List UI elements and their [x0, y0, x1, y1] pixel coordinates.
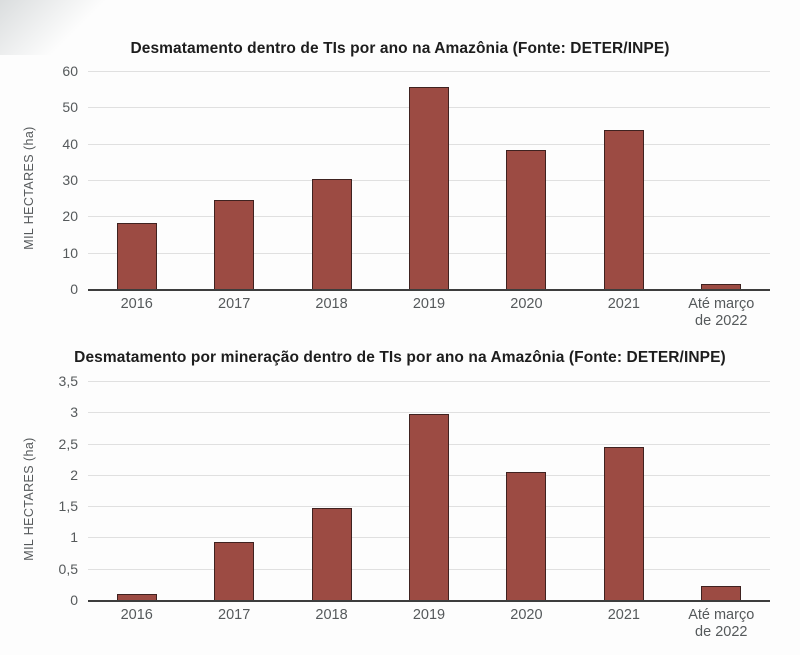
chart-title: Desmatamento dentro de TIs por ano na Am…	[130, 40, 670, 57]
y-tick-label: 40	[62, 135, 78, 152]
y-tick-label: 0	[70, 592, 78, 608]
x-axis-label: Até março de 2022	[688, 607, 755, 641]
x-axis-label: 2017	[218, 296, 251, 312]
bar-slot	[380, 71, 477, 289]
y-tick-label: 50	[62, 99, 78, 116]
chart-deforestation-mining-tis: Desmatamento por mineração dentro de TIs…	[0, 349, 800, 643]
plot-column: 60 50 40 30 20 10 0 2016 2017 2018 2019 2020 2021 At…	[40, 63, 770, 332]
chart-deforestation-tis: Desmatamento dentro de TIs por ano na Am…	[0, 40, 800, 332]
bar-slot	[185, 71, 282, 289]
bar-slot	[673, 381, 770, 600]
gridline	[88, 381, 770, 382]
y-axis-label: MIL HECTARES (ha)	[22, 126, 36, 251]
x-axis: 2016 2017 2018 2019 2020 2021 Até março de 202…	[88, 296, 770, 332]
x-axis-label: 2018	[315, 607, 348, 623]
plot-column: 3,5 3 2,5 2 1,5 1 0,5 0 2016 2017 2018 2019 2020 202…	[40, 373, 770, 643]
x-axis-label: 2016	[120, 607, 153, 623]
y-tick-label: 0,5	[58, 560, 78, 577]
bar	[116, 594, 157, 600]
y-tick-label: 30	[62, 172, 78, 188]
y-tick-label: 60	[62, 63, 78, 79]
bar-slot	[380, 381, 477, 600]
x-axis-label: 2020	[510, 296, 543, 312]
y-tick-label: 10	[62, 244, 78, 261]
y-tick-label: 0	[70, 281, 78, 297]
bar	[701, 283, 742, 289]
bar	[506, 472, 547, 600]
x-axis-label: 2018	[315, 296, 348, 312]
bar	[701, 586, 742, 600]
y-tick-label: 3,5	[58, 373, 78, 389]
plot-area: 3,5 3 2,5 2 1,5 1 0,5 0	[59, 373, 770, 608]
y-tick-label: 20	[62, 208, 78, 225]
gridline	[88, 412, 770, 414]
y-tick-label: 3	[70, 404, 78, 421]
y-tick-label: 1	[70, 529, 78, 546]
y-axis-label-column: MIL HECTARES (ha)	[18, 381, 40, 643]
bar-slot	[673, 71, 770, 289]
bar-slot	[478, 71, 575, 289]
chart-body: MIL HECTARES (ha) 60 50 40 30 20 10 0 2016 2017…	[0, 63, 800, 332]
bar-slot	[88, 71, 185, 289]
bar	[408, 87, 449, 289]
x-axis-label: 2019	[412, 296, 446, 312]
y-tick-label: 1,5	[58, 498, 78, 515]
x-axis-label: 2016	[120, 296, 153, 312]
bar	[603, 446, 644, 600]
bar-slot	[283, 71, 380, 289]
chart-title: Desmatamento por mineração dentro de TIs…	[74, 349, 726, 366]
x-axis: 2016 2017 2018 2019 2020 2021 Até março de 202…	[88, 607, 770, 643]
bars-layer	[88, 381, 770, 600]
bar-slot	[575, 71, 672, 289]
bar-slot	[575, 381, 672, 600]
x-axis-label: 2019	[412, 607, 446, 623]
gridline	[88, 71, 770, 72]
chart-body: MIL HECTARES (ha) 3,5 3 2,5 2 1,5 1 0,5 0 2016 2…	[0, 373, 800, 643]
bar	[116, 222, 157, 289]
bar	[603, 129, 644, 289]
bar-slot	[88, 381, 185, 600]
bar-slot	[283, 381, 380, 600]
bar	[311, 508, 352, 600]
x-axis-label: 2021	[607, 296, 640, 312]
bar	[214, 542, 255, 600]
x-axis-label: 2020	[510, 607, 543, 623]
y-tick-label: 2,5	[58, 435, 78, 452]
bar	[311, 178, 352, 289]
y-tick-label: 2	[70, 466, 78, 483]
bar	[408, 414, 449, 600]
y-axis-label: MIL HECTARES (ha)	[22, 437, 36, 561]
y-axis-label-column: MIL HECTARES (ha)	[18, 71, 40, 332]
plot-area: 60 50 40 30 20 10 0	[62, 63, 770, 297]
bar-slot	[478, 381, 575, 600]
x-axis-label: Até março de 2022	[688, 296, 755, 330]
bar	[506, 149, 547, 289]
x-axis-label: 2017	[218, 607, 251, 623]
bar	[214, 199, 255, 289]
bar-slot	[185, 381, 282, 600]
bars-layer	[88, 71, 770, 289]
x-axis-label: 2021	[607, 607, 640, 623]
